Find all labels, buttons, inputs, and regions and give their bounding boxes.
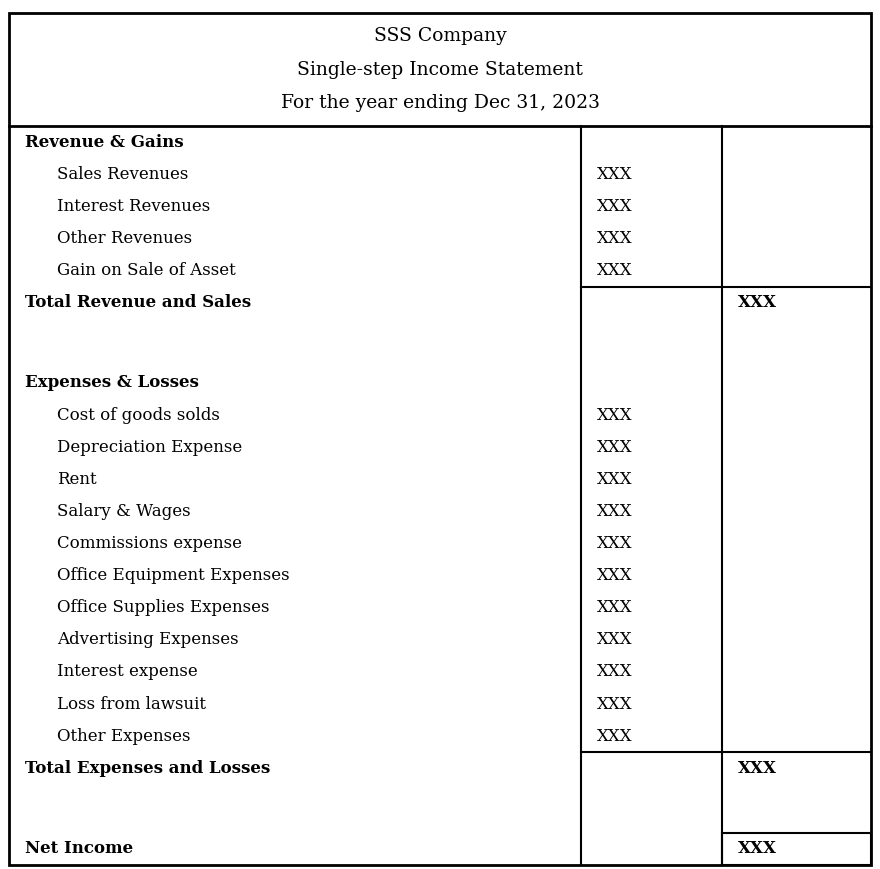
Text: Office Equipment Expenses: Office Equipment Expenses <box>57 567 290 584</box>
Text: XXX: XXX <box>597 632 632 648</box>
Text: Loss from lawsuit: Loss from lawsuit <box>57 695 206 713</box>
Text: XXX: XXX <box>597 535 632 552</box>
Text: Interest expense: Interest expense <box>57 663 198 680</box>
Bar <box>722 833 871 865</box>
Text: Total Expenses and Losses: Total Expenses and Losses <box>25 760 270 777</box>
Text: Gain on Sale of Asset: Gain on Sale of Asset <box>57 262 236 279</box>
Text: XXX: XXX <box>737 294 776 311</box>
Text: Other Expenses: Other Expenses <box>57 727 191 745</box>
Text: XXX: XXX <box>597 230 632 247</box>
Text: XXX: XXX <box>737 840 776 857</box>
Text: Single-step Income Statement: Single-step Income Statement <box>297 61 583 78</box>
Text: Depreciation Expense: Depreciation Expense <box>57 439 243 455</box>
Text: XXX: XXX <box>597 503 632 520</box>
Text: XXX: XXX <box>737 760 776 777</box>
Text: XXX: XXX <box>597 600 632 616</box>
Text: XXX: XXX <box>597 663 632 680</box>
Text: XXX: XXX <box>597 439 632 455</box>
Text: For the year ending Dec 31, 2023: For the year ending Dec 31, 2023 <box>281 94 599 111</box>
Text: SSS Company: SSS Company <box>374 28 506 45</box>
Text: XXX: XXX <box>597 471 632 488</box>
Text: XXX: XXX <box>597 198 632 215</box>
Text: Commissions expense: Commissions expense <box>57 535 242 552</box>
Text: XXX: XXX <box>597 727 632 745</box>
Text: XXX: XXX <box>597 262 632 279</box>
Text: XXX: XXX <box>597 166 632 182</box>
Text: Total Revenue and Sales: Total Revenue and Sales <box>25 294 251 311</box>
Text: Other Revenues: Other Revenues <box>57 230 193 247</box>
Text: Cost of goods solds: Cost of goods solds <box>57 407 220 423</box>
Text: XXX: XXX <box>597 567 632 584</box>
Text: Salary & Wages: Salary & Wages <box>57 503 191 520</box>
Text: Interest Revenues: Interest Revenues <box>57 198 210 215</box>
Text: Revenue & Gains: Revenue & Gains <box>25 134 183 150</box>
Text: Rent: Rent <box>57 471 97 488</box>
Text: XXX: XXX <box>597 695 632 713</box>
Text: Advertising Expenses: Advertising Expenses <box>57 632 238 648</box>
Text: XXX: XXX <box>597 407 632 423</box>
Text: Expenses & Losses: Expenses & Losses <box>25 375 199 391</box>
Text: Office Supplies Expenses: Office Supplies Expenses <box>57 600 269 616</box>
Text: Net Income: Net Income <box>25 840 133 857</box>
Text: Sales Revenues: Sales Revenues <box>57 166 188 182</box>
